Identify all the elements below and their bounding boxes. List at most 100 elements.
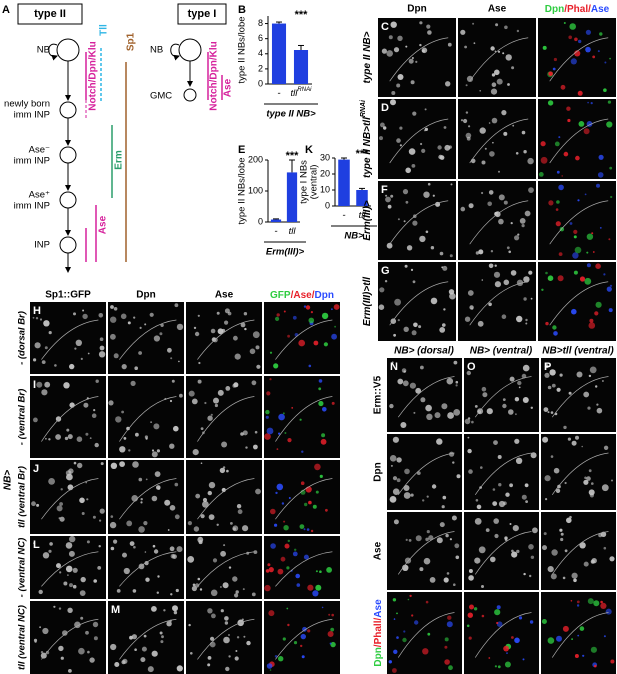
y-tick-label: 30 xyxy=(320,152,330,162)
cell-signal xyxy=(567,118,571,123)
cell-signal xyxy=(121,410,124,414)
cell-signal xyxy=(611,479,613,482)
cell-signal xyxy=(283,310,286,313)
cell-signal xyxy=(312,504,317,509)
outline xyxy=(549,200,609,245)
outline xyxy=(41,478,99,520)
cell-signal xyxy=(99,337,104,342)
cell-signal xyxy=(87,650,90,654)
category-label: tll xyxy=(359,210,367,221)
cell-signal xyxy=(169,546,175,552)
cell-signal xyxy=(296,583,301,587)
cell-signal xyxy=(390,21,397,28)
cell-signal xyxy=(306,528,310,531)
bar xyxy=(271,23,287,84)
cell-signal xyxy=(34,342,41,349)
cell-signal xyxy=(58,517,61,520)
cell-signal xyxy=(471,307,474,310)
cell-signal xyxy=(163,609,166,612)
cell-signal xyxy=(301,450,304,453)
cell-signal xyxy=(331,613,335,617)
cell-signal xyxy=(199,588,203,591)
cell-signal xyxy=(69,583,73,588)
row-label: Dpn xyxy=(373,462,384,481)
cell-signal xyxy=(543,532,547,536)
cell-signal xyxy=(451,515,457,521)
cell-signal xyxy=(422,648,429,655)
cell-signal xyxy=(603,546,607,550)
cell-signal xyxy=(393,333,396,337)
cell-signal xyxy=(217,389,224,396)
cell-signal xyxy=(77,462,83,469)
cell-signal xyxy=(130,380,136,386)
cell-signal xyxy=(59,516,65,522)
cell-signal xyxy=(392,436,399,443)
cell-signal xyxy=(89,657,95,663)
cell-signal xyxy=(282,637,286,641)
cell-signal xyxy=(207,656,212,660)
cell-signal xyxy=(123,437,127,440)
cell-signal xyxy=(172,605,178,612)
cell-signal xyxy=(517,233,520,236)
outline xyxy=(549,37,609,82)
micrograph xyxy=(387,592,462,674)
cell-signal xyxy=(474,557,481,564)
cell-signal xyxy=(202,501,209,508)
cell-signal xyxy=(314,463,321,471)
cell-signal xyxy=(575,155,580,161)
cell-signal xyxy=(81,512,85,515)
cell-signal xyxy=(79,497,85,504)
panel-letter: H xyxy=(33,305,41,317)
cell-signal xyxy=(48,549,52,553)
cell-signal xyxy=(449,292,456,300)
cell-signal xyxy=(445,81,451,87)
cell-signal xyxy=(443,577,449,583)
cell-signal xyxy=(562,576,566,580)
cell-signal xyxy=(95,379,99,383)
cell-signal xyxy=(493,271,501,278)
cell-signal xyxy=(540,156,548,164)
cell-signal xyxy=(610,659,615,664)
cell-signal xyxy=(392,598,397,602)
cell-signal xyxy=(298,339,306,347)
cell-signal xyxy=(577,90,583,96)
cell-signal xyxy=(577,199,580,202)
cell-signal xyxy=(415,387,422,394)
cell-signal xyxy=(33,638,38,642)
cell-signal xyxy=(235,590,239,594)
stage-label: imm INP xyxy=(14,156,50,167)
cell-signal xyxy=(210,589,218,597)
cell-signal xyxy=(283,525,289,531)
merge-part: GFP xyxy=(270,290,291,301)
cell-signal xyxy=(191,585,197,592)
stage-label: newly born xyxy=(4,99,50,110)
cell-signal xyxy=(509,523,512,525)
cell-signal xyxy=(56,505,63,512)
cell-signal xyxy=(385,196,391,203)
cell-signal xyxy=(527,157,534,165)
cell-signal xyxy=(590,102,593,105)
cell-signal xyxy=(497,665,501,669)
type-i-box xyxy=(177,3,227,25)
cell-signal xyxy=(563,151,569,157)
panel-letter: D xyxy=(381,102,389,114)
cell-signal xyxy=(478,546,486,554)
cell-signal xyxy=(573,229,578,234)
cell-signal xyxy=(482,392,488,398)
cell-signal xyxy=(313,340,319,346)
cell-signal xyxy=(86,540,90,544)
cell-signal xyxy=(134,648,137,651)
stage-label: Ase⁻ xyxy=(29,145,50,156)
cell-signal xyxy=(581,445,583,448)
cell-signal xyxy=(275,316,280,321)
cell-signal xyxy=(331,308,333,311)
cell-signal xyxy=(73,461,77,465)
cell-signal xyxy=(299,418,302,421)
micrograph xyxy=(538,99,616,179)
cell-signal xyxy=(157,487,161,490)
cell-signal xyxy=(562,625,569,632)
cell-signal xyxy=(587,598,594,605)
cell-signal xyxy=(216,311,220,315)
column-header: Ase xyxy=(215,290,234,301)
cell-signal xyxy=(307,584,314,591)
